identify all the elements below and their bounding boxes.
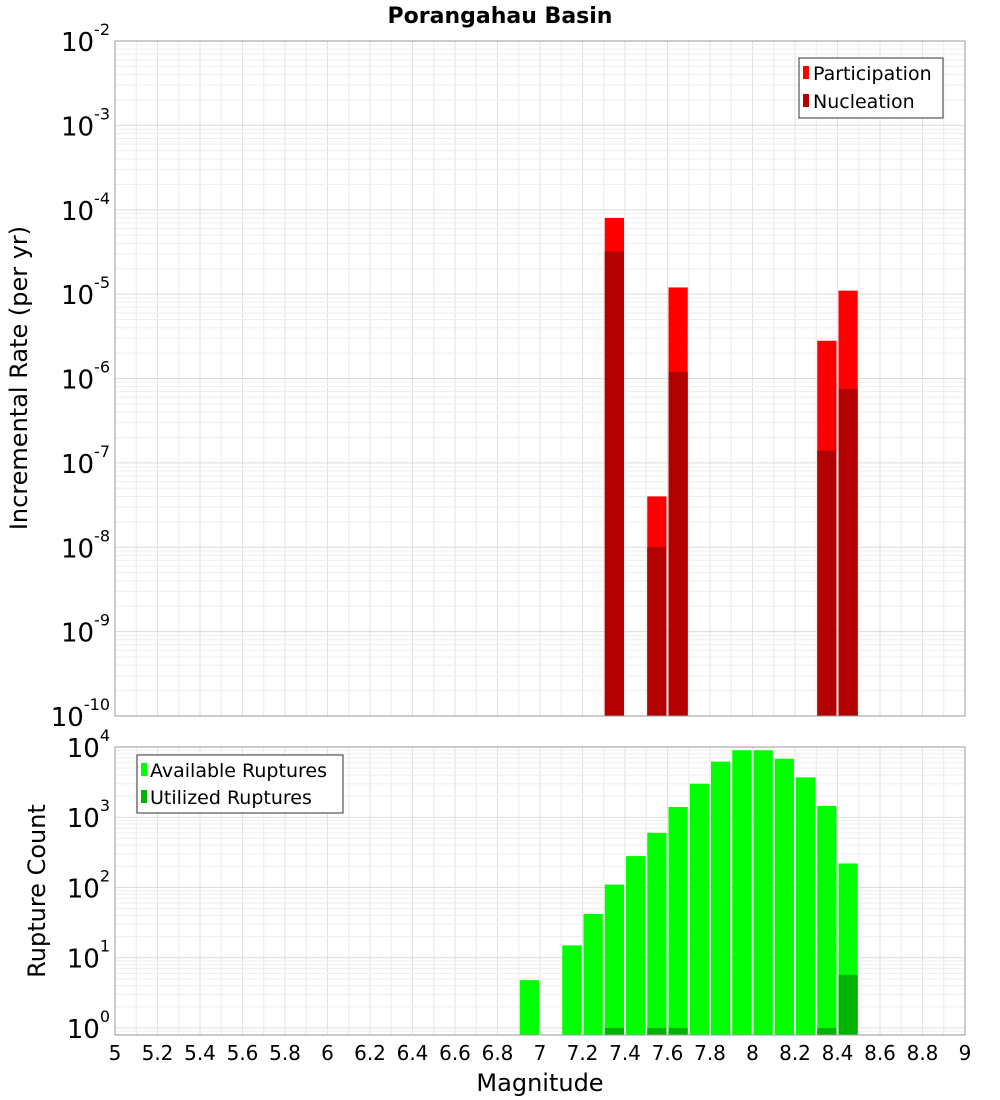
- x-tick-label: 6.2: [354, 1041, 386, 1065]
- x-tick-label: 6.8: [482, 1041, 514, 1065]
- y-tick-label: 102: [67, 866, 110, 904]
- x-tick-label: 5.8: [269, 1041, 301, 1065]
- bottom-y-axis-label: Rupture Count: [23, 804, 51, 978]
- x-tick-label: 5.2: [142, 1041, 174, 1065]
- x-tick-label: 6.4: [397, 1041, 429, 1065]
- x-tick-label: 5.4: [184, 1041, 216, 1065]
- bar-utilized-ruptures: [817, 1027, 837, 1035]
- legend-label-nucleation: Nucleation: [813, 91, 915, 113]
- bar-nucleation: [668, 371, 688, 716]
- bar-available-ruptures: [732, 750, 752, 1035]
- x-tick-label: 7.8: [694, 1041, 726, 1065]
- bar-available-ruptures: [711, 761, 731, 1035]
- x-tick-label: 6.6: [439, 1041, 471, 1065]
- y-tick-label: 104: [67, 726, 110, 764]
- y-tick-label: 100: [67, 1007, 110, 1045]
- top-y-axis-label: Incremental Rate (per yr): [5, 226, 33, 530]
- legend-swatch-utilized: [141, 790, 147, 803]
- legend-swatch-participation: [803, 66, 809, 79]
- legend-label-utilized-ruptures: Utilized Ruptures: [150, 787, 312, 809]
- bar-nucleation: [604, 251, 624, 716]
- bottom-legend-box: [136, 754, 344, 814]
- x-tick-label: 5.6: [227, 1041, 259, 1065]
- x-tick-labels: 5 5.2 5.4 5.6 5.8 6 6.2 6.4 6.6 6.8 7 7.2 7.4 7.6 7.8 8…: [109, 1041, 972, 1065]
- x-tick-label: 7.2: [567, 1041, 599, 1065]
- bar-available-ruptures: [626, 856, 646, 1035]
- y-tick-label: 103: [67, 796, 110, 834]
- x-axis-label: Magnitude: [476, 1069, 603, 1097]
- x-tick-label: 8: [746, 1041, 759, 1065]
- legend-label-participation: Participation: [813, 63, 932, 85]
- top-legend: Participation Nucleation: [798, 57, 944, 119]
- top-plot-area: [114, 40, 966, 717]
- x-tick-label: 7: [534, 1041, 547, 1065]
- x-tick-label: 8.2: [779, 1041, 811, 1065]
- chart-title: Porangahau Basin: [388, 4, 613, 29]
- bar-available-ruptures: [562, 945, 582, 1035]
- bottom-plot-area: [114, 746, 966, 1036]
- y-tick-label: 10-8: [61, 526, 110, 564]
- y-tick-label: 10-5: [61, 273, 110, 311]
- top-y-tick-labels: 10-2 10-3 10-4 10-5 10-6 10-7 10-8 10-9 10-10: [51, 20, 110, 733]
- bar-nucleation: [647, 547, 667, 716]
- legend-swatch-nucleation: [803, 94, 809, 107]
- top-plot-gridlines: [114, 40, 966, 717]
- top-plot-bars: [604, 217, 858, 716]
- legend-swatch-available: [141, 763, 147, 776]
- x-tick-label: 7.4: [609, 1041, 641, 1065]
- x-tick-label: 9: [959, 1041, 972, 1065]
- x-tick-label: 6: [321, 1041, 334, 1065]
- bar-utilized-ruptures: [604, 1027, 624, 1035]
- top-legend-box: [798, 57, 944, 119]
- bar-available-ruptures: [668, 806, 688, 1035]
- legend-label-available-ruptures: Available Ruptures: [150, 760, 327, 782]
- y-tick-label: 101: [67, 937, 110, 975]
- bar-available-ruptures: [796, 777, 816, 1035]
- y-tick-label: 10-4: [61, 189, 110, 227]
- y-tick-label: 10-2: [61, 20, 110, 58]
- x-tick-label: 8.8: [907, 1041, 939, 1065]
- bar-utilized-ruptures: [668, 1027, 688, 1035]
- bar-nucleation: [817, 450, 837, 716]
- bar-nucleation: [838, 389, 858, 716]
- bar-available-ruptures: [604, 884, 624, 1035]
- bottom-legend: Available Ruptures Utilized Ruptures: [136, 754, 344, 814]
- bar-available-ruptures: [774, 758, 794, 1035]
- bar-available-ruptures: [647, 832, 667, 1035]
- bar-available-ruptures: [583, 913, 603, 1035]
- bar-utilized-ruptures: [838, 974, 858, 1035]
- y-tick-label: 10-6: [61, 358, 110, 396]
- bottom-plot-bars: [519, 750, 858, 1035]
- x-tick-label: 5: [109, 1041, 122, 1065]
- bottom-y-tick-labels: 104 103 102 101 100: [67, 726, 110, 1045]
- x-tick-label: 8.4: [822, 1041, 854, 1065]
- y-tick-label: 10-10: [51, 695, 110, 733]
- x-tick-label: 7.6: [652, 1041, 684, 1065]
- bar-available-ruptures: [817, 805, 837, 1035]
- y-tick-label: 10-3: [61, 104, 110, 142]
- bar-available-ruptures: [519, 980, 539, 1035]
- bar-available-ruptures: [689, 783, 709, 1035]
- y-tick-label: 10-7: [61, 442, 110, 480]
- x-tick-label: 8.6: [864, 1041, 896, 1065]
- bar-utilized-ruptures: [647, 1027, 667, 1035]
- bar-available-ruptures: [753, 750, 773, 1035]
- y-tick-label: 10-9: [61, 611, 110, 649]
